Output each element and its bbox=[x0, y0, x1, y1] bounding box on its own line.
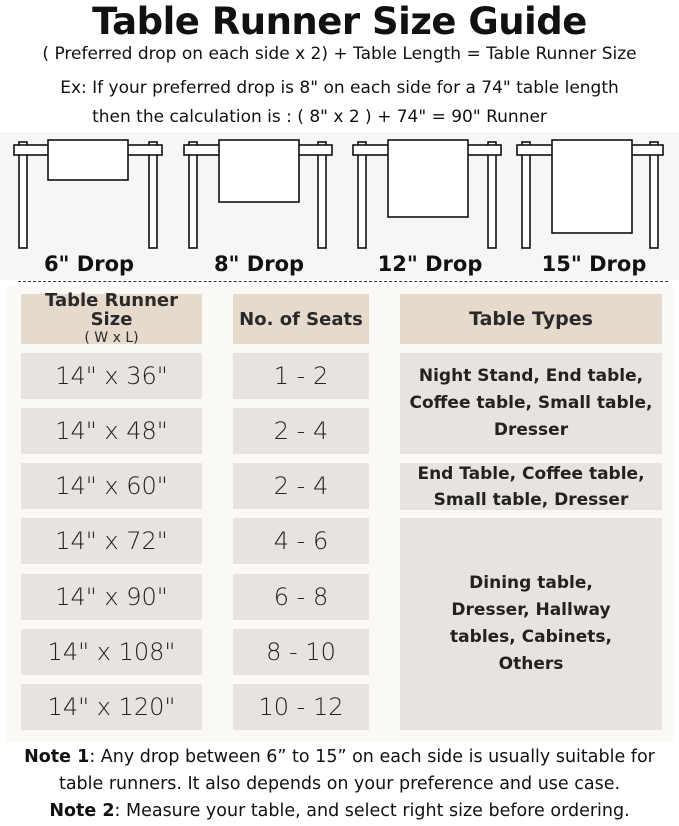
drop-illustrations bbox=[0, 132, 679, 280]
size-cell: 14" x 90" bbox=[21, 574, 202, 620]
note-2-text: : Measure your table, and select right s… bbox=[114, 801, 630, 821]
note-2-label: Note 2 bbox=[49, 801, 115, 821]
header-seats: No. of Seats bbox=[233, 294, 369, 344]
table-8-drop bbox=[183, 139, 333, 249]
notes: Note 1: Any drop between 6” to 15” on ea… bbox=[0, 744, 679, 825]
size-cell: 14" x 120" bbox=[21, 684, 202, 730]
header-size: Table Runner Size ( W x L) bbox=[21, 289, 202, 346]
table-15-drop bbox=[516, 139, 664, 249]
drop-label: 6" Drop bbox=[43, 252, 135, 276]
note-1-text: : Any drop between 6” to 15” on each sid… bbox=[58, 747, 655, 794]
header-types: Table Types bbox=[400, 294, 662, 344]
table-type-cell: Dining table, Dresser, Hallway tables, C… bbox=[400, 518, 662, 730]
formula: ( Preferred drop on each side x 2) + Tab… bbox=[42, 44, 637, 64]
table-drawings bbox=[13, 139, 664, 249]
seats-cell: 4 - 6 bbox=[233, 518, 369, 564]
table-type-cell: Night Stand, End table, Coffee table, Sm… bbox=[400, 353, 662, 454]
seats-cell: 8 - 10 bbox=[233, 629, 369, 675]
seats-cell: 1 - 2 bbox=[233, 353, 369, 399]
table-12-drop bbox=[352, 139, 502, 249]
drop-label: 15" Drop bbox=[541, 252, 647, 276]
size-cell: 14" x 108" bbox=[21, 629, 202, 675]
size-cell: 14" x 60" bbox=[21, 463, 202, 509]
note-2: Note 2: Measure your table, and select r… bbox=[0, 798, 679, 825]
size-cell: 14" x 48" bbox=[21, 408, 202, 454]
divider bbox=[18, 281, 668, 282]
seats-cell: 10 - 12 bbox=[233, 684, 369, 730]
example-line-2: then the calculation is : ( 8" x 2 ) + 7… bbox=[92, 107, 547, 127]
table-type-cell: End Table, Coffee table, Small table, Dr… bbox=[400, 463, 662, 510]
header-size-sub: ( W x L) bbox=[84, 329, 139, 346]
table-6-drop bbox=[13, 139, 163, 249]
note-1-label: Note 1 bbox=[24, 747, 90, 767]
drop-label: 12" Drop bbox=[377, 252, 483, 276]
page-title: Table Runner Size Guide bbox=[92, 0, 587, 43]
note-1: Note 1: Any drop between 6” to 15” on ea… bbox=[0, 744, 679, 798]
drop-label: 8" Drop bbox=[213, 252, 305, 276]
size-cell: 14" x 72" bbox=[21, 518, 202, 564]
size-cell: 14" x 36" bbox=[21, 353, 202, 399]
header-size-label: Table Runner Size bbox=[44, 289, 179, 330]
seats-cell: 2 - 4 bbox=[233, 463, 369, 509]
seats-cell: 6 - 8 bbox=[233, 574, 369, 620]
example-line-1: Ex: If your preferred drop is 8" on each… bbox=[60, 78, 619, 98]
seats-cell: 2 - 4 bbox=[233, 408, 369, 454]
